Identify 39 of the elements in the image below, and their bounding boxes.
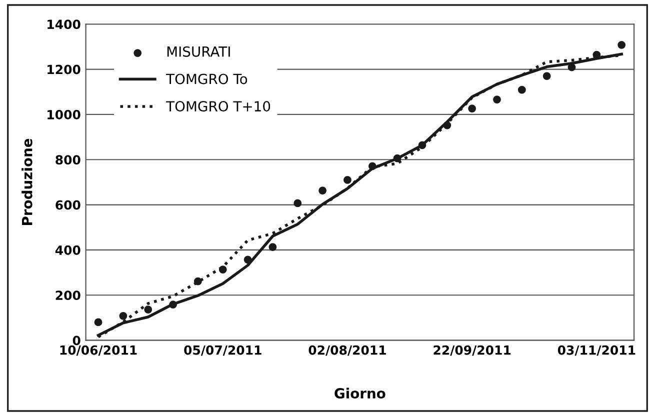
point <box>194 277 202 286</box>
point <box>169 300 177 309</box>
x-tick-label: 02/08/2011 <box>308 345 386 356</box>
legend-label: MISURATI <box>167 46 230 57</box>
point <box>493 96 501 104</box>
y-tick-label: 1400 <box>48 20 80 30</box>
point <box>393 154 402 162</box>
x-tick-label: 03/11/2011 <box>558 345 636 356</box>
x-axis-title: Giorno <box>334 388 386 399</box>
point <box>542 72 551 80</box>
point <box>244 256 252 264</box>
point <box>368 162 376 170</box>
y-tick-label: 600 <box>56 200 80 210</box>
point <box>418 141 426 150</box>
point <box>568 63 576 72</box>
x-tick-label: 10/06/2011 <box>60 345 137 356</box>
point <box>94 318 102 326</box>
point <box>218 266 227 274</box>
point <box>268 243 277 251</box>
legend-label: TOMGRO T+10 <box>166 101 270 112</box>
y-tick-label: 400 <box>55 245 80 255</box>
y-tick-label: 200 <box>56 290 80 300</box>
point <box>443 121 452 130</box>
point <box>294 199 302 208</box>
point <box>318 186 326 195</box>
y-tick-label: 0 <box>72 336 80 346</box>
y-axis-title: Produzione <box>22 138 32 225</box>
x-tick-label: 05/07/2011 <box>184 345 262 356</box>
point <box>618 40 626 49</box>
point <box>468 104 476 113</box>
point <box>518 86 526 94</box>
y-tick-label: 800 <box>56 155 80 165</box>
y-tick-label: 1200 <box>48 64 80 74</box>
point <box>344 176 352 184</box>
point <box>144 306 152 314</box>
point <box>119 312 128 320</box>
legend-label: TOMGRO To <box>166 74 248 84</box>
x-tick-label: 22/09/2011 <box>434 345 511 356</box>
y-tick-label: 1000 <box>48 110 80 120</box>
